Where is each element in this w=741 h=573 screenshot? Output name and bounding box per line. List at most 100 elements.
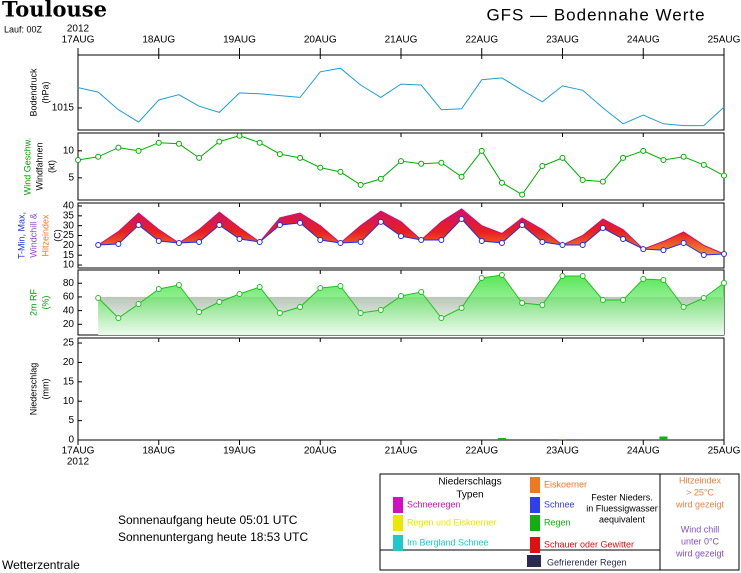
marker [660,157,667,164]
legend-label: Regen [544,517,571,527]
marker [458,215,465,222]
precip-bar [659,436,668,440]
marker [175,239,182,246]
marker [640,246,647,253]
marker [398,233,404,240]
marker [377,218,384,225]
precip-bar [497,438,506,440]
y-tick-label: 80 [63,278,75,289]
x-tick-label-top: 17AUG [62,35,95,46]
marker [620,297,627,303]
marker [660,277,667,283]
marker [115,144,122,151]
subtitle: GFS — Bodennahe Werte [486,5,705,24]
marker [498,272,505,278]
marker [599,178,606,185]
marker [377,307,384,313]
rh-fill [98,275,724,335]
x-tick-label-top: 24AUG [627,35,660,46]
y-tick-label: 40 [63,201,75,212]
marker [95,241,102,248]
marker [216,222,223,229]
y-axis-label: (%) [40,296,50,310]
marker [75,157,81,164]
legend-swatch [530,515,540,531]
title: Toulouse [2,0,107,22]
legend-swatch [393,497,403,513]
marker [458,305,465,312]
marker [398,293,404,300]
marker [216,138,223,145]
marker [700,161,707,168]
x-tick-label-bottom: 20AUG [304,446,337,457]
y-tick-label: 20 [63,240,75,251]
legend-label: Im Bergland Schnee [407,537,489,547]
x-tick-label-bottom: 17AUG [62,446,95,457]
legend-heat: Hitzeindex [679,475,722,485]
marker [135,147,142,154]
marker [276,310,283,317]
x-tick-label-bottom: 21AUG [385,446,418,457]
marker [438,159,445,166]
legend-label: Regen und Eiskoerner [407,517,497,527]
year-bottom: 2012 [67,457,90,468]
y-tick-label: 0 [68,435,74,446]
marker [478,147,485,154]
legend-swatch [530,497,540,513]
x-tick-label-bottom: 23AUG [546,446,579,457]
marker [519,300,526,307]
marker [620,236,627,243]
legend-title: Typen [456,490,483,501]
panel [77,132,725,201]
marker [519,191,526,198]
y-axis-label: Hitzeindex [40,214,50,257]
marker [498,179,505,186]
y-tick-label: 10 [63,396,75,407]
heat-index-line [97,208,725,255]
marker [418,237,425,244]
y-tick-label: 5 [68,415,74,426]
sunrise: Sonnenaufgang heute 05:01 UTC [118,513,298,527]
legend-label: Schauer oder Gewitter [544,539,634,549]
marker [680,303,687,310]
marker [438,315,445,322]
marker [700,252,707,258]
marker [317,164,324,171]
heat-fill [98,208,724,255]
marker [498,239,505,246]
marker [95,295,102,302]
legend-swatch [393,535,403,551]
x-tick-label-bottom: 19AUG [223,446,256,457]
y-tick-label: 1015 [52,103,75,114]
y-axis-label: (C) [52,229,62,242]
temperature-line [98,218,725,256]
y-axis-label: (kt) [46,160,56,173]
marker [135,301,142,308]
marker [95,153,102,160]
marker [559,241,566,248]
marker [357,310,364,317]
marker [559,273,566,280]
y-tick-label: 40 [63,305,75,316]
legend-swatch [527,555,541,567]
marker [640,276,647,283]
y-tick-label: 20 [63,319,75,330]
legend-swatch [530,477,540,493]
marker [680,153,687,160]
marker [317,285,324,292]
marker [579,177,586,184]
panel [77,54,725,131]
marker [357,239,364,245]
marker [256,239,263,245]
marker [640,147,647,154]
footer: Wetterzentrale [2,558,80,572]
x-tick-label-bottom: 22AUG [465,446,498,457]
precip-bar [558,439,567,440]
marker [519,222,526,229]
legend-note: aequivalent [599,514,646,524]
sunset: Sonnenuntergang heute 18:53 UTC [118,530,308,544]
marker [115,315,122,322]
marker [478,238,485,245]
marker [196,154,203,161]
